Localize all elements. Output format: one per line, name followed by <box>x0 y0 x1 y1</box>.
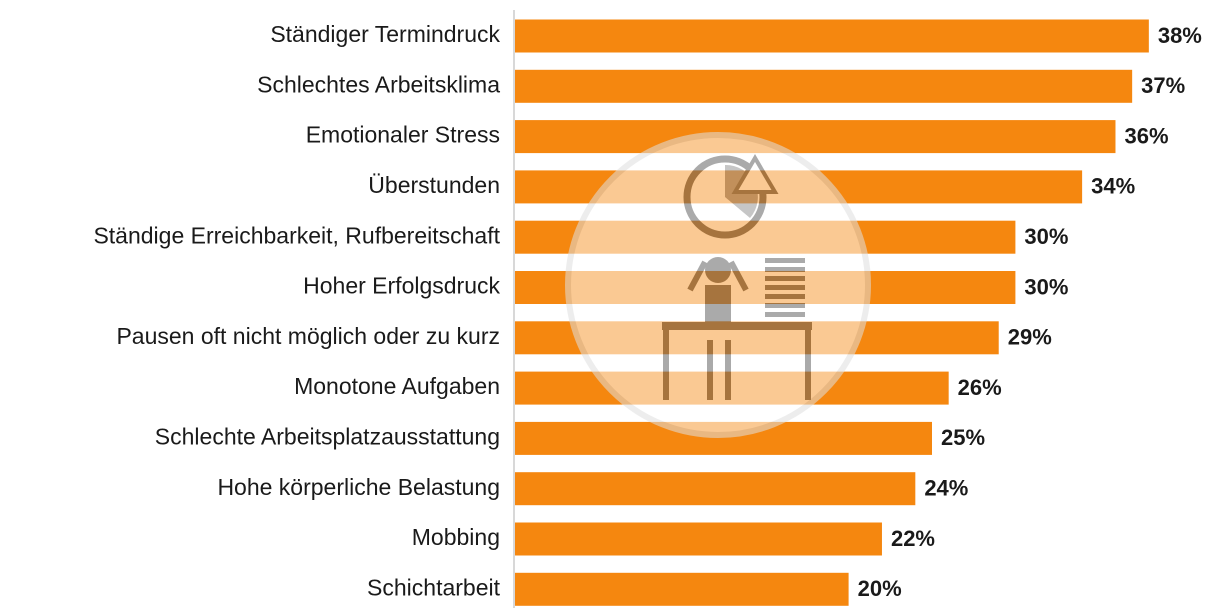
value-label: 22% <box>891 526 935 551</box>
watermark-icon <box>568 135 868 435</box>
category-label: Schlechtes Arbeitsklima <box>257 71 500 97</box>
category-label: Schichtarbeit <box>367 574 501 600</box>
value-label: 30% <box>1024 224 1068 249</box>
category-label: Mobbing <box>412 524 500 550</box>
category-label: Ständiger Termindruck <box>270 21 500 47</box>
category-label: Ständige Erreichbarkeit, Rufbereitschaft <box>93 222 500 248</box>
value-label: 38% <box>1158 23 1202 48</box>
category-label: Überstunden <box>368 172 500 198</box>
value-label: 24% <box>924 476 968 501</box>
category-label: Monotone Aufgaben <box>294 373 500 399</box>
value-label: 26% <box>958 375 1002 400</box>
value-label: 30% <box>1024 274 1068 299</box>
chart: Ständiger Termindruck 38% Schlechtes Arbei… <box>0 0 1225 608</box>
body <box>705 285 731 325</box>
bar <box>515 523 882 556</box>
category-label: Hohe körperliche Belastung <box>217 474 500 500</box>
bar <box>515 70 1132 103</box>
category-label: Schlechte Arbeitsplatzausstattung <box>155 423 500 449</box>
bar <box>515 573 849 606</box>
bar <box>515 120 1115 153</box>
bar <box>515 472 915 505</box>
head <box>705 257 731 283</box>
desk <box>662 322 812 330</box>
category-label: Pausen oft nicht möglich oder zu kurz <box>116 323 500 349</box>
value-label: 29% <box>1008 325 1052 350</box>
bar <box>515 20 1149 53</box>
value-label: 37% <box>1141 73 1185 98</box>
value-label: 20% <box>858 576 902 601</box>
value-label: 25% <box>941 425 985 450</box>
category-label: Emotionaler Stress <box>306 122 500 148</box>
category-label: Hoher Erfolgsdruck <box>303 273 500 299</box>
value-label: 34% <box>1091 174 1135 199</box>
value-label: 36% <box>1124 123 1168 148</box>
